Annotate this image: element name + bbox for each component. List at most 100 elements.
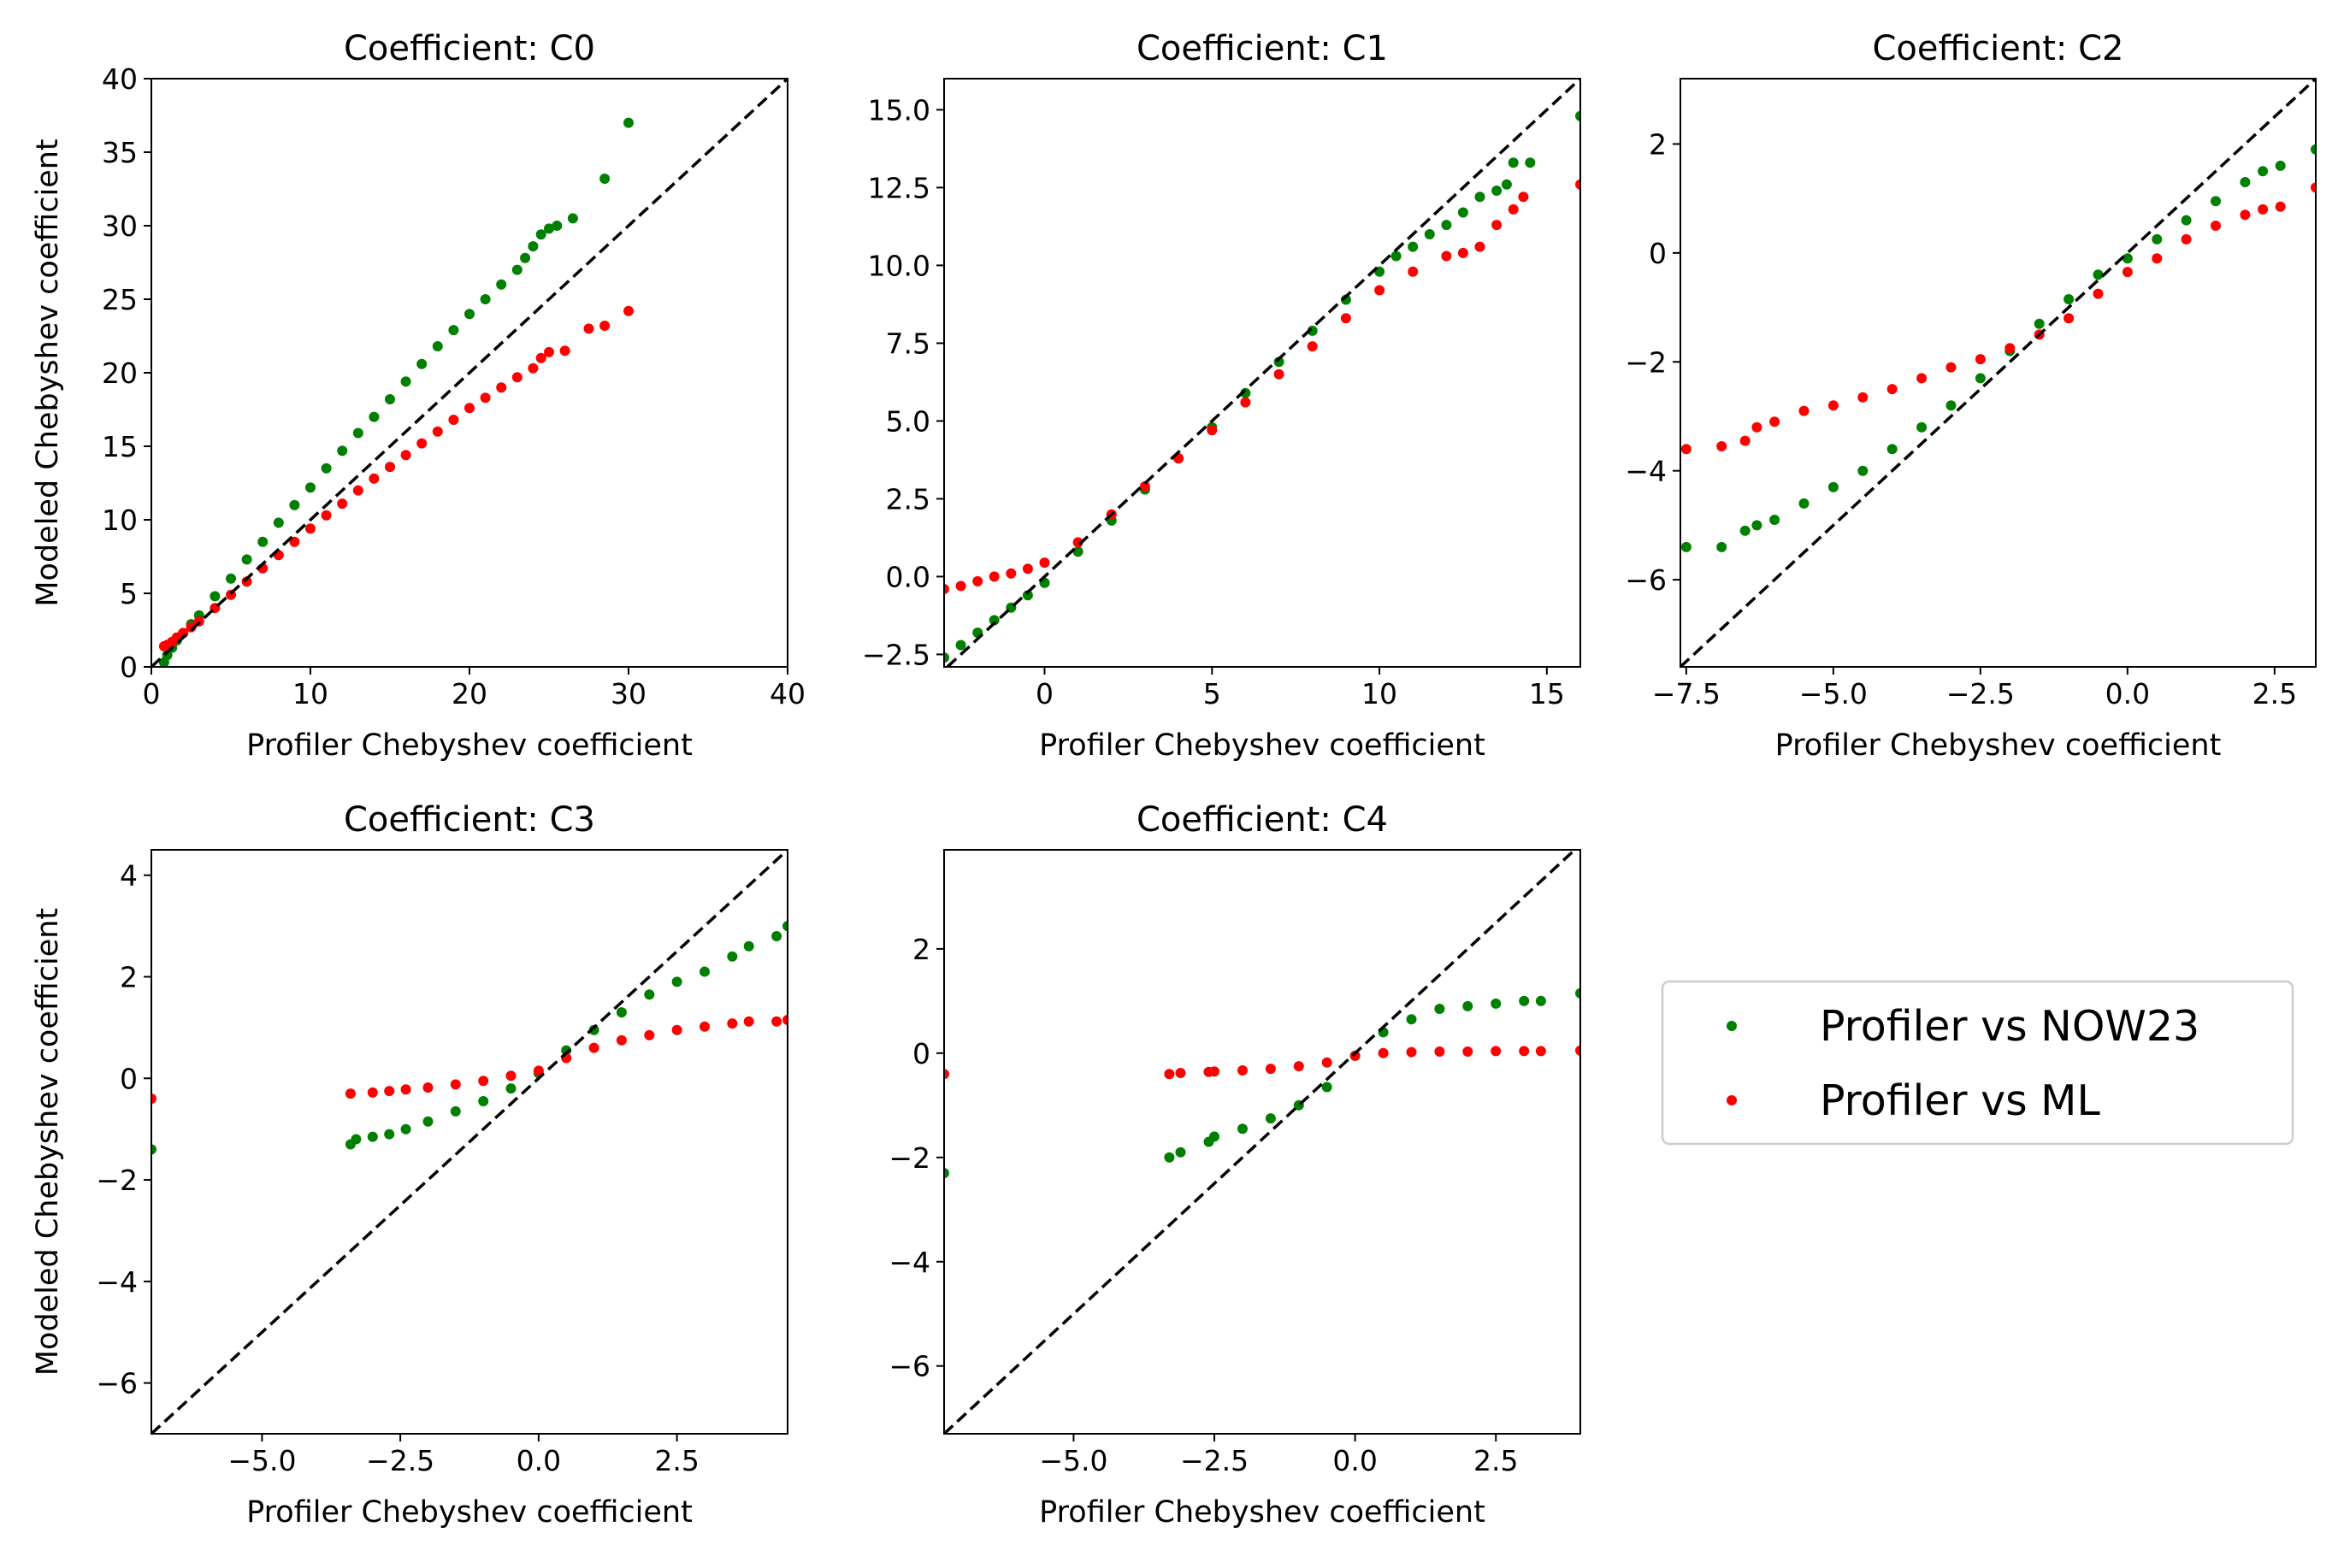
- data-point-now23: [771, 931, 782, 941]
- x-axis-label: Profiler Chebyshev coefficient: [1775, 728, 2222, 763]
- data-point-now23: [2258, 166, 2269, 177]
- data-point-ml: [1716, 441, 1727, 451]
- data-point-ml: [599, 321, 611, 331]
- data-point-now23: [1575, 987, 1580, 999]
- chart-panel-c4: −5.0 −2.5 0.0 2.5 −6 −4 −2 0 2 Coefficient: C4 Pro…: [889, 800, 1581, 1530]
- data-point-now23: [400, 1123, 411, 1135]
- x-tick-label: −2.5: [366, 1444, 434, 1477]
- points-c1: [944, 110, 1580, 663]
- data-point-now23: [496, 279, 507, 290]
- data-point-ml: [533, 1065, 544, 1076]
- data-point-ml: [2275, 201, 2286, 212]
- data-point-now23: [480, 294, 491, 304]
- y-tick-label: 0: [1649, 237, 1667, 270]
- x-tick-label: −5.0: [1039, 1444, 1107, 1477]
- data-point-ml: [2240, 209, 2251, 221]
- data-point-now23: [782, 921, 788, 932]
- data-point-now23: [369, 411, 380, 422]
- data-point-now23: [1457, 207, 1468, 218]
- data-point-now23: [464, 309, 475, 320]
- data-point-now23: [743, 940, 754, 952]
- data-point-ml: [782, 1015, 788, 1025]
- data-point-now23: [599, 174, 611, 184]
- data-point-ml: [1739, 435, 1751, 446]
- data-point-now23: [616, 1007, 627, 1018]
- identity-line: [944, 850, 1576, 1434]
- data-point-ml: [1349, 1050, 1361, 1061]
- data-point-now23: [505, 1083, 517, 1094]
- data-point-ml: [345, 1088, 356, 1099]
- data-point-now23: [727, 951, 738, 962]
- data-point-now23: [1408, 241, 1419, 252]
- data-point-now23: [1916, 421, 1928, 433]
- data-point-ml: [1293, 1061, 1304, 1072]
- y-tick-label: 10.0: [868, 249, 930, 282]
- axes-frame: [1680, 78, 2317, 668]
- data-point-now23: [511, 264, 523, 275]
- y-tick-label: 5: [120, 577, 138, 610]
- data-point-ml: [1798, 405, 1810, 416]
- data-point-now23: [2063, 294, 2075, 304]
- data-point-ml: [2004, 343, 2016, 354]
- y-tick-label: −6: [96, 1367, 138, 1400]
- x-tick-label: 2.5: [1473, 1444, 1518, 1477]
- data-point-ml: [1175, 1068, 1186, 1078]
- data-point-now23: [944, 652, 949, 663]
- data-point-ml: [1975, 354, 1986, 365]
- x-tick-label: −2.5: [1946, 677, 2015, 710]
- x-tick-label: 5: [1203, 677, 1221, 710]
- data-point-now23: [289, 499, 300, 510]
- chart-panel-c1: 0 5 10 15 −2.5 0.0 2.5 5.0 7.5 10.0 12.5 15.0 Coeffi…: [862, 29, 1581, 763]
- data-point-now23: [1798, 498, 1810, 509]
- y-tick-label: 4: [120, 859, 138, 893]
- data-point-ml: [1945, 362, 1957, 373]
- legend-marker-now23: [1727, 1021, 1737, 1031]
- y-tick-label: −6: [1625, 563, 1667, 597]
- data-point-now23: [351, 1134, 362, 1145]
- data-point-now23: [1769, 515, 1780, 525]
- data-point-ml: [727, 1018, 738, 1029]
- data-point-ml: [478, 1076, 489, 1087]
- data-point-ml: [2063, 313, 2075, 324]
- data-point-ml: [416, 438, 428, 449]
- x-tick-label: 15: [1529, 677, 1565, 710]
- data-point-now23: [1175, 1147, 1186, 1158]
- data-point-ml: [535, 352, 546, 363]
- data-point-now23: [1501, 179, 1512, 190]
- data-point-now23: [1751, 520, 1762, 531]
- identity-line: [151, 79, 788, 667]
- legend-label-ml: Profiler vs ML: [1820, 1076, 2100, 1125]
- identity-line: [151, 850, 788, 1434]
- x-tick-label: 30: [611, 677, 646, 710]
- data-point-ml: [432, 426, 443, 437]
- identity-line: [946, 79, 1580, 667]
- data-point-ml: [1307, 341, 1318, 352]
- data-point-now23: [588, 1024, 599, 1035]
- y-tick-label: −2: [1625, 345, 1667, 379]
- data-point-now23: [1857, 465, 1869, 476]
- data-point-ml: [1857, 392, 1869, 403]
- chart-panel-c3: −5.0 −2.5 0.0 2.5 −6 −4 −2 0 2 4 Coefficient: C3 Pr…: [31, 800, 788, 1530]
- data-point-ml: [1406, 1046, 1417, 1058]
- y-tick-label: 15.0: [868, 93, 930, 127]
- data-point-ml: [369, 473, 380, 484]
- x-tick-label: 0: [1036, 677, 1054, 710]
- data-point-ml: [588, 1042, 599, 1053]
- data-point-ml: [2093, 288, 2104, 299]
- y-tick-label: −4: [889, 1246, 930, 1279]
- y-tick-label: 10: [102, 504, 138, 537]
- data-point-ml: [955, 581, 966, 592]
- data-point-now23: [1441, 220, 1452, 231]
- data-point-now23: [1072, 546, 1083, 557]
- data-point-ml: [1508, 203, 1519, 215]
- x-tick-label: 40: [770, 677, 806, 710]
- data-point-now23: [567, 213, 578, 224]
- data-point-ml: [2258, 203, 2269, 215]
- data-point-now23: [552, 221, 563, 231]
- data-point-now23: [944, 1168, 949, 1179]
- identity-line: [1680, 79, 2316, 667]
- data-point-now23: [1491, 998, 1502, 1009]
- data-point-ml: [2311, 182, 2316, 193]
- y-tick-label: 30: [102, 209, 138, 243]
- y-tick-label: 12.5: [868, 171, 930, 204]
